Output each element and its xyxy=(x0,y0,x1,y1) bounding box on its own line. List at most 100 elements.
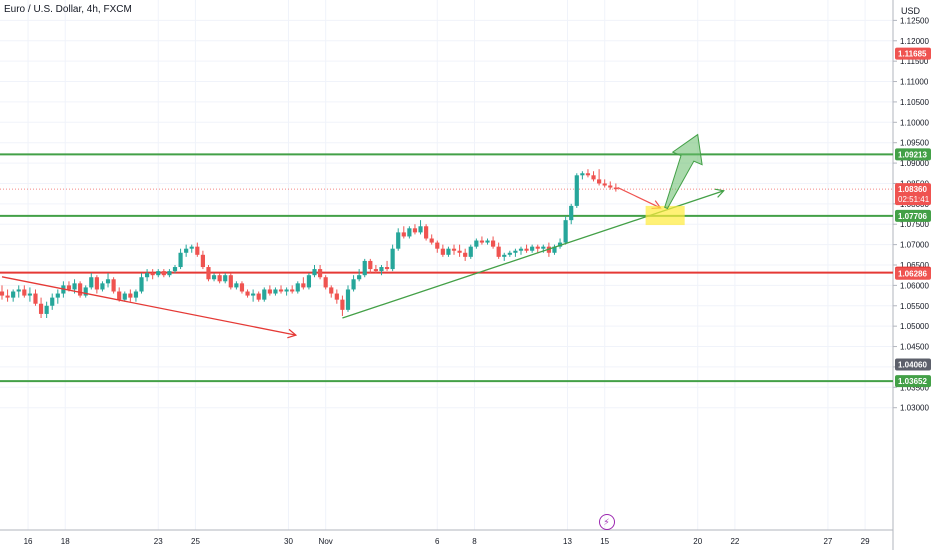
y-tick-label: 1.04500 xyxy=(900,343,929,352)
level-price-box xyxy=(895,375,931,388)
candle-body xyxy=(401,232,406,237)
candle-body xyxy=(602,183,607,186)
candle-body xyxy=(27,293,32,296)
candle-body xyxy=(407,228,412,237)
candle-body xyxy=(384,267,390,270)
currency-label[interactable]: USD xyxy=(900,6,920,16)
price-label-box xyxy=(895,358,931,371)
candle-body xyxy=(524,248,529,251)
y-tick-label: 1.11000 xyxy=(900,78,929,87)
level-price-box xyxy=(895,148,931,161)
y-tick-label: 1.06000 xyxy=(900,281,929,290)
candle-body xyxy=(200,254,205,268)
candle-body xyxy=(117,291,122,300)
candle-body xyxy=(66,285,72,290)
price-label: 1.11685 xyxy=(898,50,927,59)
candle-body xyxy=(128,293,133,298)
y-tick-label: 1.12000 xyxy=(900,37,929,46)
candle-body xyxy=(557,242,563,247)
x-tick-label: 20 xyxy=(693,537,702,546)
candle-body xyxy=(317,269,323,278)
candle-body xyxy=(251,293,256,296)
candle-body xyxy=(301,283,306,288)
candle-body xyxy=(424,226,429,239)
candle-body xyxy=(323,277,328,288)
candle-body xyxy=(161,271,166,276)
candle-body xyxy=(373,269,378,272)
candle-body xyxy=(11,291,16,298)
candle-body xyxy=(105,279,111,284)
x-tick-label: 13 xyxy=(563,537,572,546)
y-tick-label: 1.07500 xyxy=(900,220,929,229)
candle-body xyxy=(518,248,524,251)
candle-body xyxy=(5,295,10,298)
candle-body xyxy=(290,289,295,292)
candle-body xyxy=(485,240,490,243)
candle-body xyxy=(502,254,507,257)
x-tick-label: 8 xyxy=(472,537,477,546)
candle-body xyxy=(150,273,155,276)
candle-body xyxy=(284,289,289,292)
candle-body xyxy=(245,291,250,296)
level-price-label: 1.07706 xyxy=(898,212,927,221)
candle-body xyxy=(479,240,485,243)
y-tick-label: 1.05000 xyxy=(900,322,929,331)
candle-body xyxy=(38,303,44,314)
candle-body xyxy=(580,173,585,176)
candle-body xyxy=(591,175,596,180)
candle-body xyxy=(256,293,261,300)
candle-body xyxy=(156,271,161,276)
candle-body xyxy=(351,279,356,290)
candle-body xyxy=(211,275,217,280)
candle-body xyxy=(111,279,116,292)
candle-body xyxy=(78,283,83,296)
candle-body xyxy=(541,246,546,249)
candle-body xyxy=(613,187,618,190)
candle-body xyxy=(552,246,557,253)
y-tick-label: 1.11500 xyxy=(900,57,929,66)
candle-body xyxy=(278,289,284,292)
candle-body xyxy=(55,293,60,298)
candle-body xyxy=(362,260,367,276)
candle-body xyxy=(474,240,479,247)
x-tick-label: Nov xyxy=(319,537,333,546)
candle-body xyxy=(50,297,55,306)
candle-body xyxy=(435,242,440,249)
symbol-title: Euro / U.S. Dollar, 4h, FXCM xyxy=(4,4,132,15)
candle-body xyxy=(513,250,518,253)
trendline-arrowhead xyxy=(287,328,298,339)
candle-body xyxy=(530,246,535,251)
candle-body xyxy=(22,289,27,296)
candle-body xyxy=(195,246,200,255)
candle-body xyxy=(379,267,384,272)
bullish-target-arrow xyxy=(664,133,703,210)
level-price-label: 1.03652 xyxy=(898,377,927,386)
candle-body xyxy=(133,291,139,298)
candle-body xyxy=(239,283,245,292)
candle-body xyxy=(457,250,462,253)
candle-body xyxy=(418,226,423,233)
projection-arrow xyxy=(617,186,661,209)
x-tick-label: 22 xyxy=(730,537,739,546)
level-price-label: 1.09213 xyxy=(898,150,927,159)
candle-body xyxy=(368,260,373,270)
candle-body xyxy=(429,238,434,243)
candle-body xyxy=(262,289,267,300)
candle-body xyxy=(312,269,317,276)
candle-body xyxy=(390,248,395,270)
candle-body xyxy=(72,283,77,290)
y-tick-label: 1.06500 xyxy=(900,261,929,270)
countdown-label: 02:51:41 xyxy=(898,195,930,204)
x-tick-label: 18 xyxy=(61,537,70,546)
candle-body xyxy=(396,232,401,249)
candle-body xyxy=(234,283,239,288)
candle-body xyxy=(167,271,172,276)
candle-body xyxy=(295,283,300,292)
candle-body xyxy=(89,277,94,288)
candle-body xyxy=(139,277,144,292)
candle-body xyxy=(172,267,178,272)
lightning-icon[interactable]: ⚡ xyxy=(598,514,615,530)
candle-body xyxy=(574,175,579,206)
